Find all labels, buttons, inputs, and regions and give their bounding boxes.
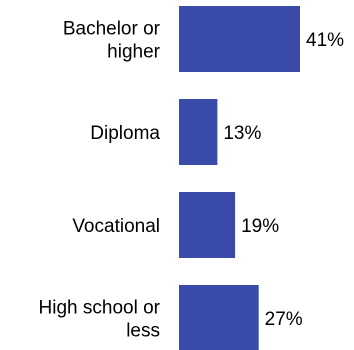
bar-0: [179, 6, 300, 72]
bar-2: [179, 192, 236, 258]
data-label-1: 13%: [223, 123, 261, 144]
bar-3: [179, 285, 259, 350]
category-label-0-line-0: Bachelor or: [63, 19, 161, 40]
category-label-0: Bachelor or higher: [63, 19, 161, 63]
bars: [179, 6, 300, 350]
category-label-2-line-0: Vocational: [72, 216, 160, 237]
category-label-1-line-0: Diploma: [90, 123, 160, 144]
value-labels: 41% 13% 19% 27%: [223, 30, 344, 330]
data-label-2: 19%: [241, 216, 279, 237]
bar-1: [179, 99, 218, 165]
data-label-0: 41%: [306, 30, 344, 51]
category-label-3-line-1: less: [126, 321, 160, 342]
data-label-3: 27%: [265, 309, 303, 330]
category-label-1: Diploma: [90, 123, 160, 144]
category-label-0-line-1: higher: [107, 42, 160, 63]
category-labels: Bachelor or higher Diploma Vocational High s…: [39, 19, 161, 342]
category-label-3: High school or less: [39, 298, 161, 342]
category-label-2: Vocational: [72, 216, 160, 237]
category-label-3-line-0: High school or: [39, 298, 161, 319]
